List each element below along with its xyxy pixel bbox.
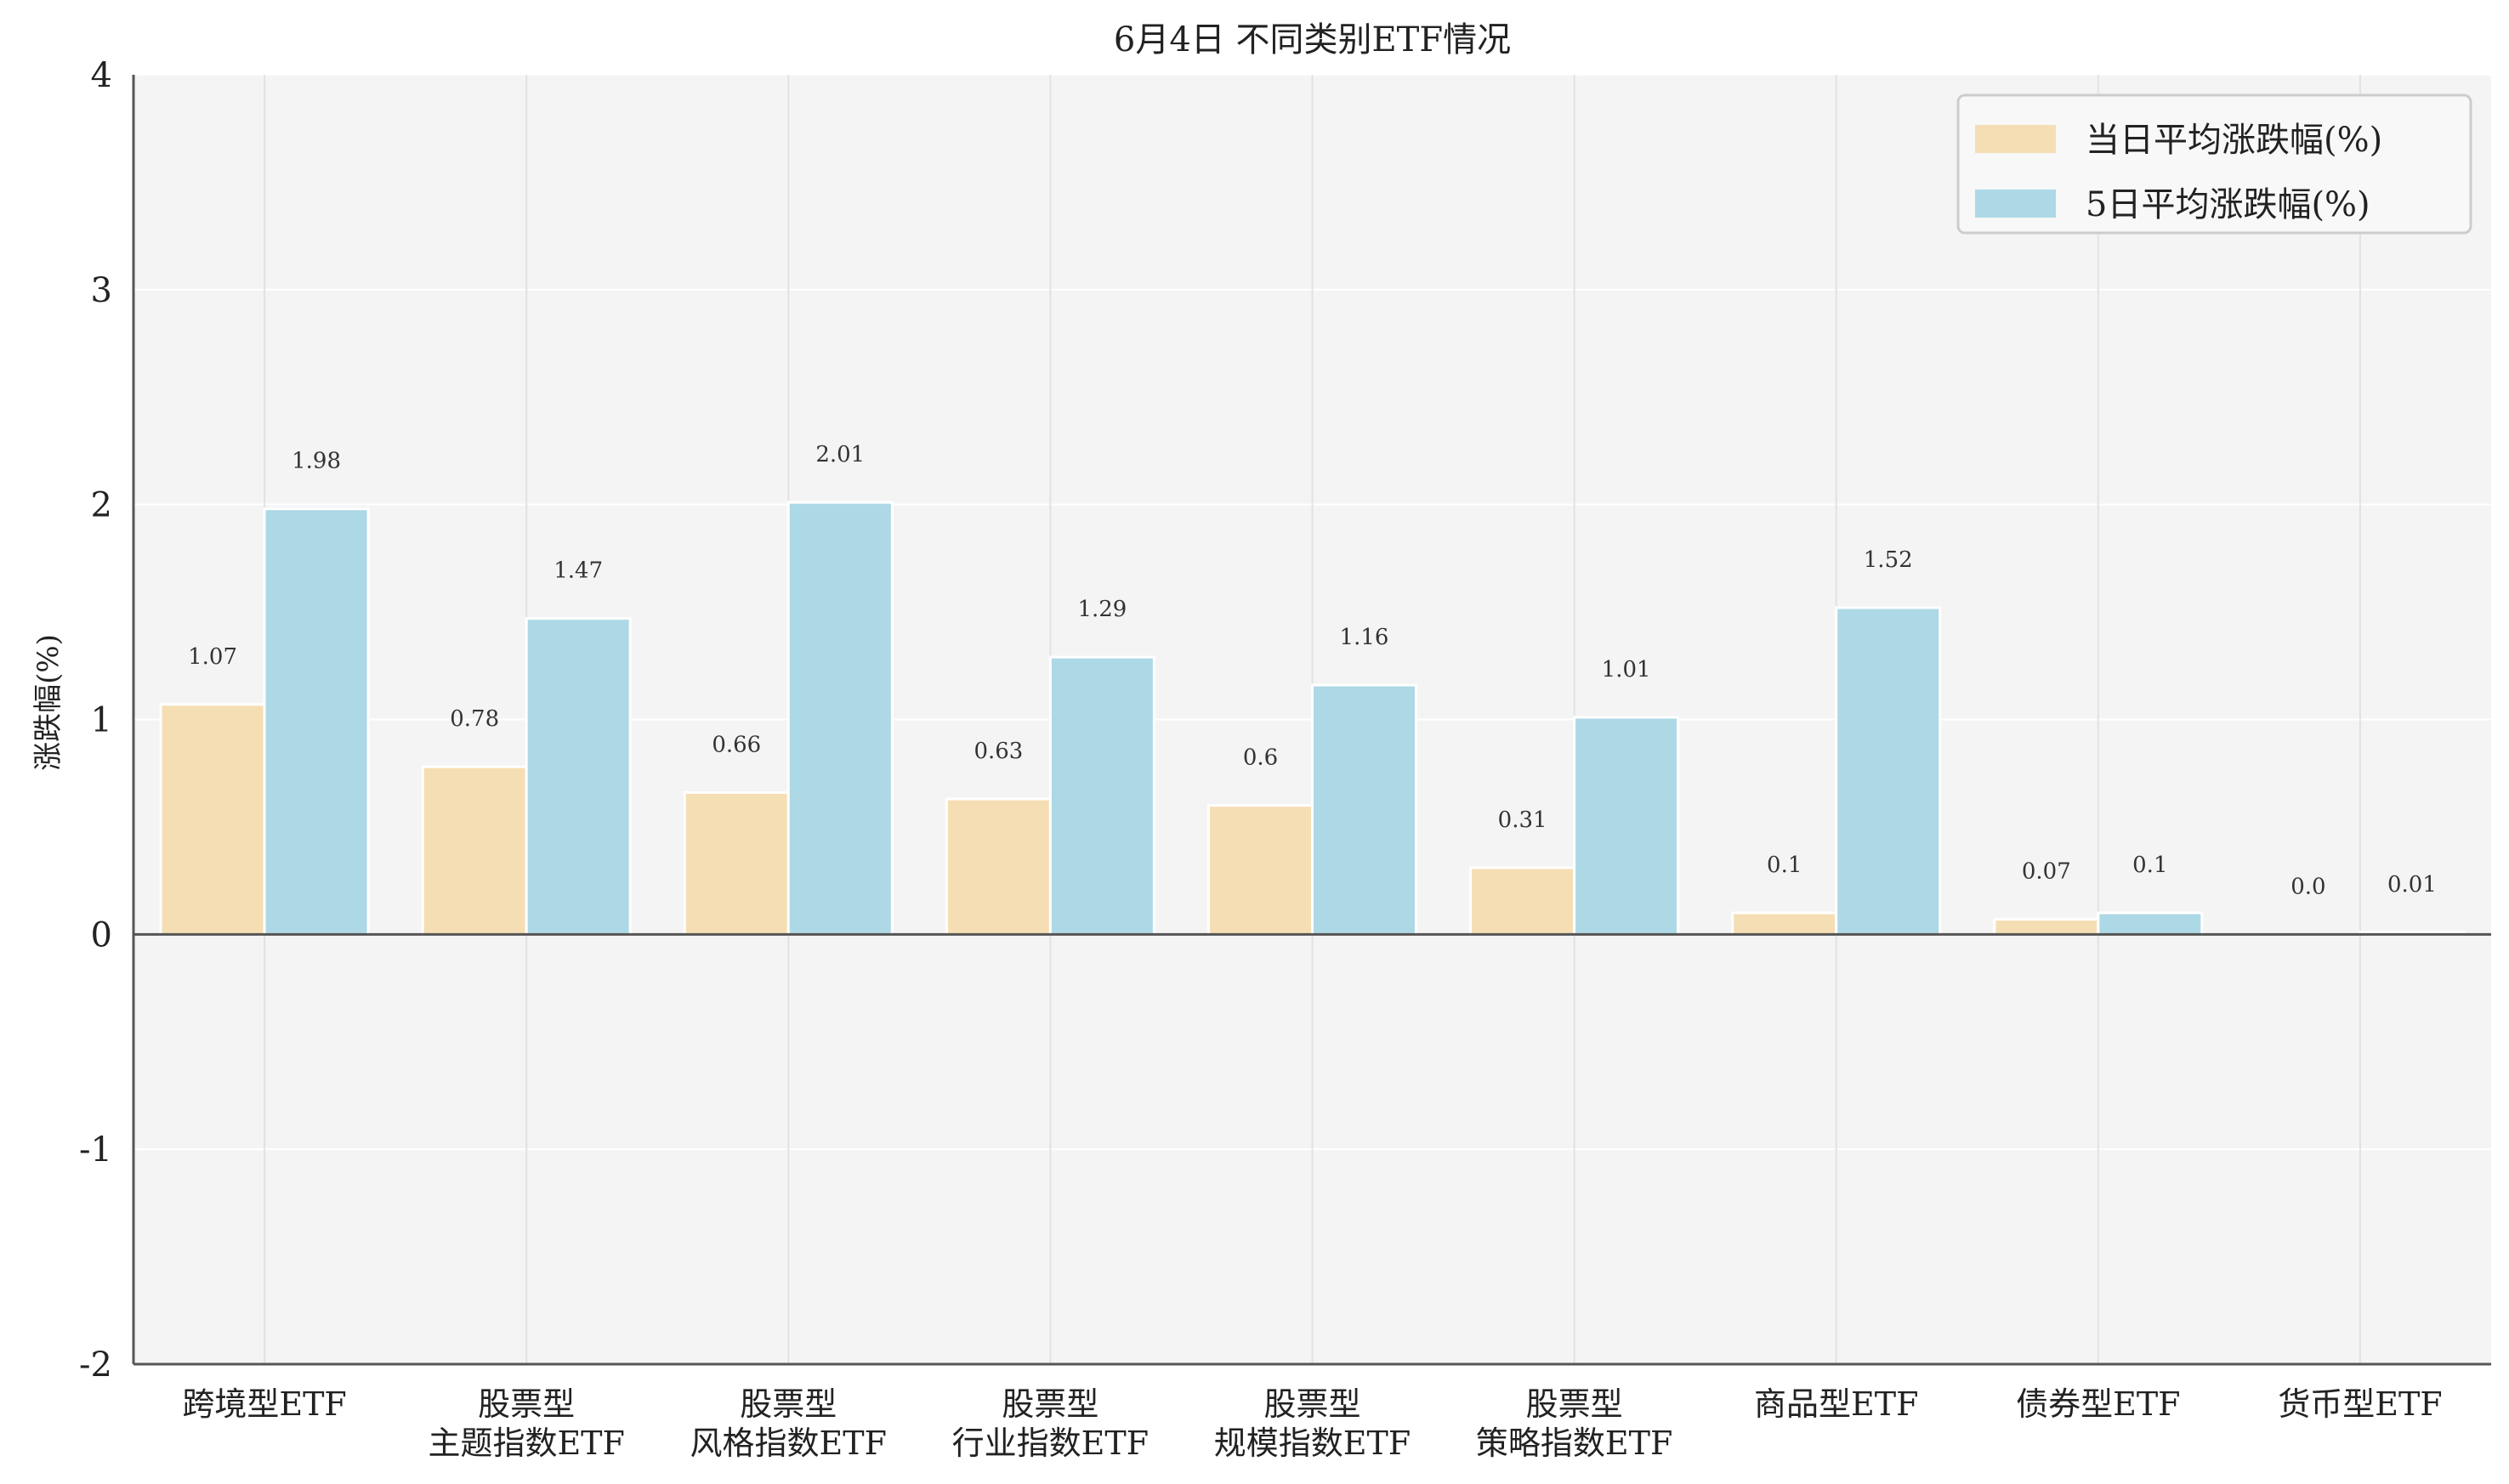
data-label: 1.01 (1602, 657, 1651, 683)
y-tick-label: -2 (79, 1345, 112, 1385)
data-label: 1.29 (1077, 597, 1127, 622)
y-tick-label: 3 (91, 271, 112, 310)
x-tick-label: 主题指数ETF (428, 1425, 624, 1462)
plot-area: -2 -1 0 1 2 3 4 1.07 0.78 0.66 0.63 0.6 0.31 0.1 0.07 0… (79, 56, 2491, 1462)
data-label: 0.6 (1243, 745, 1278, 771)
data-label: 0.63 (974, 739, 1023, 764)
legend-label: 5日平均涨跌幅(%) (2086, 185, 2370, 224)
x-tick-label: 股票型 (1002, 1385, 1098, 1423)
x-tick-label: 规模指数ETF (1214, 1425, 1411, 1462)
bar-daily (159, 703, 266, 936)
bar-daily (421, 765, 528, 936)
x-tick-label: 货币型ETF (2278, 1385, 2442, 1423)
bar-five-day (263, 507, 370, 936)
data-label: 1.98 (292, 449, 341, 474)
data-label: 0.07 (2022, 859, 2071, 885)
legend: 当日平均涨跌幅(%) 5日平均涨跌幅(%) (1956, 93, 2472, 235)
bar-five-day (2097, 911, 2204, 936)
bar-five-day (1311, 683, 1417, 936)
chart-title: 6月4日 不同类别ETF情况 (1114, 20, 1511, 59)
x-tick-label: 商品型ETF (1754, 1385, 1918, 1423)
x-tick-label: 策略指数ETF (1476, 1425, 1672, 1462)
bar-five-day (1048, 655, 1155, 936)
x-tick-label: 股票型 (1526, 1385, 1623, 1423)
bar-daily (1993, 918, 2100, 936)
y-axis-label: 涨跌幅(%) (31, 634, 65, 771)
x-tick-label: 股票型 (478, 1385, 575, 1423)
data-label: 0.78 (450, 706, 499, 732)
y-tick-label: 4 (91, 56, 112, 95)
x-tick-label: 行业指数ETF (952, 1425, 1149, 1462)
x-tick-label: 股票型 (1263, 1385, 1360, 1423)
bar-daily (1731, 911, 1838, 936)
data-label: 0.1 (2132, 852, 2167, 878)
x-tick-label: 股票型 (740, 1385, 837, 1423)
bar-five-day (525, 617, 632, 936)
legend-swatch (1975, 190, 2056, 218)
legend-label: 当日平均涨跌幅(%) (2086, 121, 2382, 160)
data-label: 0.31 (1498, 807, 1547, 833)
data-label: 0.0 (2290, 874, 2325, 899)
bar-daily (1469, 866, 1576, 936)
data-label: 1.52 (1864, 547, 1913, 573)
data-label: 2.01 (815, 442, 865, 467)
data-label: 1.47 (553, 558, 603, 584)
y-tick-label: 0 (91, 915, 112, 954)
y-tick-label: 1 (91, 701, 112, 740)
legend-frame (1956, 93, 2472, 235)
bar-daily (683, 790, 790, 936)
y-tick-label: -1 (79, 1130, 112, 1170)
data-label: 0.66 (712, 732, 761, 757)
x-tick-label: 跨境型ETF (182, 1385, 346, 1423)
bar-daily (945, 797, 1052, 936)
data-label: 1.16 (1340, 625, 1389, 650)
bar-five-day (1573, 716, 1680, 936)
bar-five-day (1835, 606, 1942, 936)
x-tick-label: 债券型ETF (2016, 1385, 2180, 1423)
bar-daily (1207, 804, 1314, 936)
x-tick-label: 风格指数ETF (690, 1425, 887, 1462)
data-label: 0.01 (2387, 872, 2437, 898)
data-label: 1.07 (188, 644, 237, 670)
legend-swatch (1975, 125, 2056, 153)
data-label: 0.1 (1767, 852, 1802, 878)
bar-five-day (786, 501, 894, 936)
y-tick-label: 2 (91, 486, 112, 525)
